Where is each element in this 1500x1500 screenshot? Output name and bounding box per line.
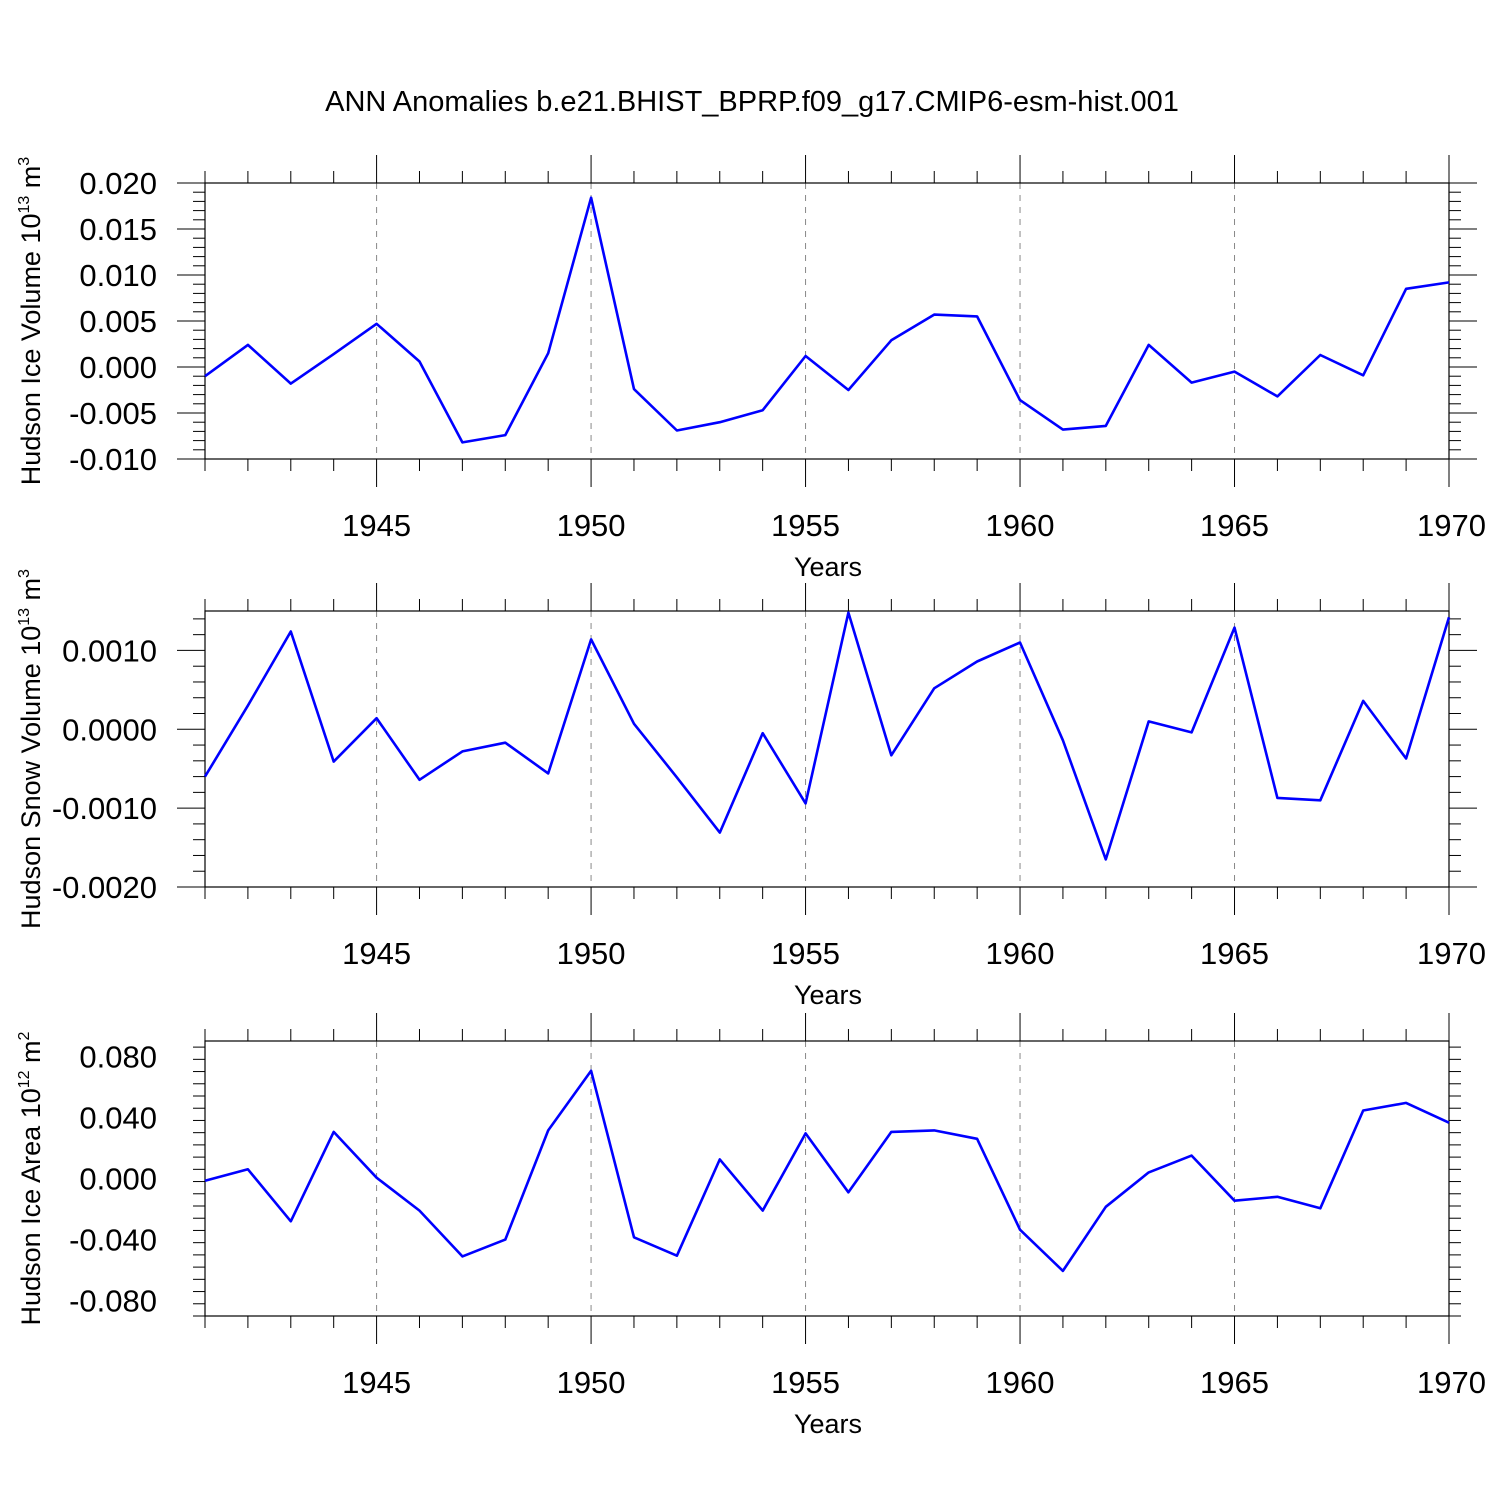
y-tick-label: -0.080 bbox=[69, 1284, 157, 1319]
x-tick-label: 1955 bbox=[771, 1365, 840, 1400]
x-tick-label: 1960 bbox=[986, 1365, 1055, 1400]
y-tick-label: 0.015 bbox=[79, 212, 157, 247]
y-tick-label: 0.000 bbox=[79, 1162, 157, 1197]
chart-panel-1: -0.010 -0.005 0.000 0.005 0.010 0.015 0.020 194… bbox=[16, 155, 1486, 582]
x-tick-label: 1965 bbox=[1200, 508, 1269, 543]
x-tick-label: 1955 bbox=[771, 508, 840, 543]
x-tick-label: 1955 bbox=[771, 936, 840, 971]
x-tick-label: 1950 bbox=[557, 508, 626, 543]
y-tick-label: 0.005 bbox=[79, 304, 157, 339]
x-tick-label: 1945 bbox=[342, 508, 411, 543]
x-tick-label: 1945 bbox=[342, 936, 411, 971]
series-line bbox=[204, 1069, 1450, 1273]
plot-frame bbox=[204, 182, 1450, 460]
y-tick-label: 0.0010 bbox=[62, 633, 157, 668]
x-tick-label: 1950 bbox=[557, 936, 626, 971]
y-tick-label: 0.040 bbox=[79, 1100, 157, 1135]
x-tick-label: 1945 bbox=[342, 1365, 411, 1400]
x-tick-label: 1965 bbox=[1200, 936, 1269, 971]
y-axis-label: Hudson Ice Volume 1013 m3 bbox=[16, 157, 46, 485]
x-tick-label: 1970 bbox=[1417, 1365, 1486, 1400]
x-tick-label: 1965 bbox=[1200, 1365, 1269, 1400]
x-axis-label: Years bbox=[794, 980, 862, 1010]
y-tick-label: -0.0010 bbox=[52, 791, 157, 826]
series-line bbox=[203, 611, 1451, 861]
chart-panel-3: -0.080 -0.040 0.000 0.040 0.080 1945 1950 1955 1… bbox=[16, 1013, 1486, 1439]
chart-title: ANN Anomalies b.e21.BHIST_BPRP.f09_g17.C… bbox=[325, 86, 1179, 118]
y-tick-label: -0.005 bbox=[69, 396, 157, 431]
y-axis-label: Hudson Ice Area 1012 m2 bbox=[16, 1031, 46, 1325]
y-tick-label: 0.020 bbox=[79, 166, 157, 201]
y-axis-label: Hudson Snow Volume 1013 m3 bbox=[16, 569, 46, 929]
y-tick-label: -0.010 bbox=[69, 442, 157, 477]
x-axis-label: Years bbox=[794, 552, 862, 582]
y-tick-label: -0.0020 bbox=[52, 870, 157, 905]
plot-frame bbox=[204, 1040, 1450, 1317]
y-tick-label: 0.0000 bbox=[62, 712, 157, 747]
x-tick-label: 1950 bbox=[557, 1365, 626, 1400]
y-tick-label: 0.010 bbox=[79, 258, 157, 293]
plot-frame bbox=[204, 610, 1450, 888]
x-axis-label: Years bbox=[794, 1409, 862, 1439]
x-tick-label: 1960 bbox=[986, 936, 1055, 971]
x-tick-label: 1970 bbox=[1417, 508, 1486, 543]
x-tick-label: 1970 bbox=[1417, 936, 1486, 971]
y-tick-label: 0.000 bbox=[79, 350, 157, 385]
y-tick-label: 0.080 bbox=[79, 1039, 157, 1074]
y-tick-label: -0.040 bbox=[69, 1223, 157, 1258]
chart-panel-2: -0.0020 -0.0010 0.0000 0.0010 1945 1950 1955 19… bbox=[16, 569, 1486, 1010]
x-tick-label: 1960 bbox=[986, 508, 1055, 543]
series-line bbox=[204, 196, 1450, 444]
